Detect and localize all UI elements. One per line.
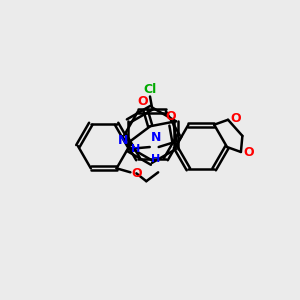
Text: H: H [131, 144, 140, 154]
Text: N: N [118, 134, 128, 147]
Text: Cl: Cl [143, 82, 157, 95]
Text: O: O [243, 146, 254, 160]
Text: O: O [230, 112, 241, 125]
Text: O: O [137, 95, 148, 108]
Text: O: O [131, 167, 142, 180]
Text: H: H [151, 154, 160, 164]
Text: N: N [151, 131, 161, 144]
Text: O: O [165, 110, 176, 123]
